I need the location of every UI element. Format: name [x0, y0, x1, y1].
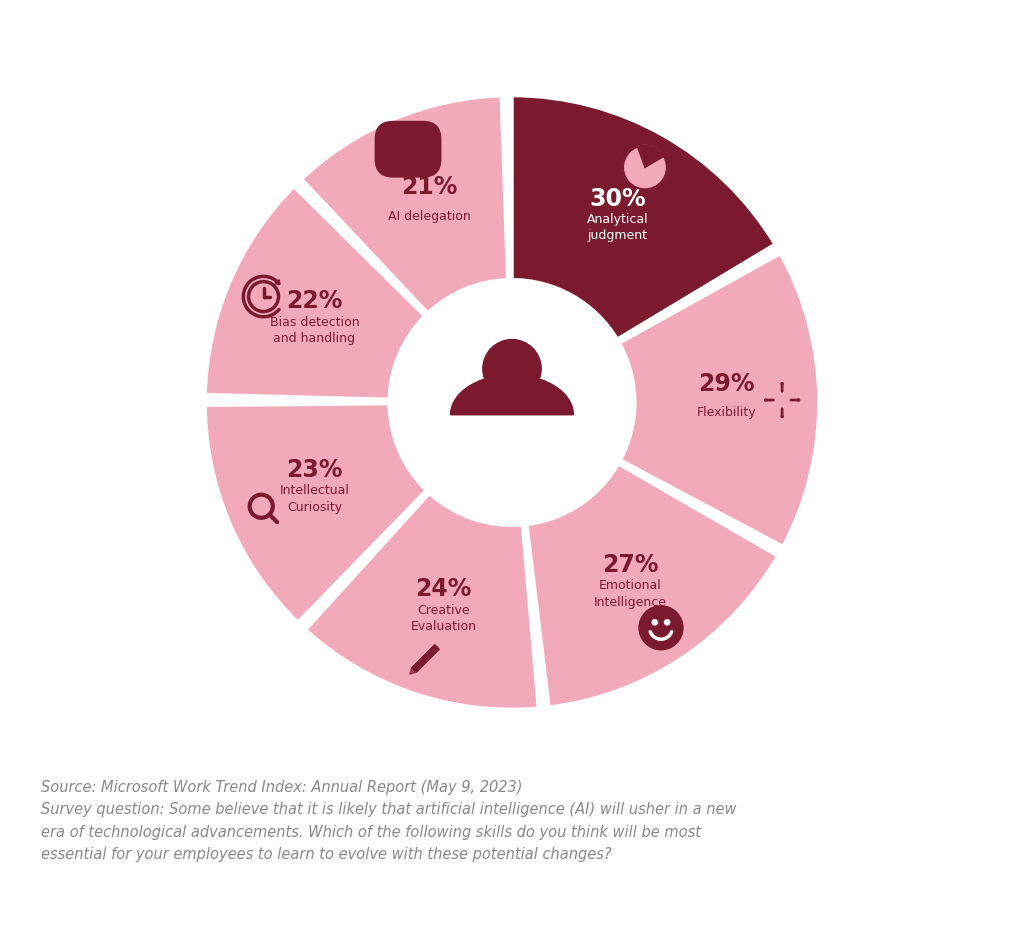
Text: 22%: 22%: [286, 290, 343, 313]
Polygon shape: [410, 667, 417, 674]
Circle shape: [389, 280, 635, 525]
FancyBboxPatch shape: [375, 121, 441, 178]
Wedge shape: [526, 463, 778, 707]
Text: Bias detection
and handling: Bias detection and handling: [269, 316, 359, 345]
Text: Source: Microsoft Work Trend Index: Annual Report (May 9, 2023)
Survey question:: Source: Microsoft Work Trend Index: Annu…: [41, 780, 736, 862]
Wedge shape: [305, 494, 539, 710]
Circle shape: [639, 606, 683, 650]
Text: Emotional
Intelligence: Emotional Intelligence: [594, 579, 667, 609]
Text: Analytical
judgment: Analytical judgment: [587, 213, 648, 243]
Wedge shape: [205, 403, 426, 622]
Text: 21%: 21%: [401, 175, 458, 199]
Circle shape: [623, 146, 667, 189]
Wedge shape: [301, 96, 508, 313]
Polygon shape: [412, 645, 439, 672]
Wedge shape: [205, 186, 425, 400]
Text: Creative
Evaluation: Creative Evaluation: [411, 603, 476, 633]
Circle shape: [665, 619, 670, 625]
Text: AI delegation: AI delegation: [388, 210, 471, 223]
Text: 24%: 24%: [415, 577, 471, 602]
Text: 30%: 30%: [590, 186, 646, 211]
Polygon shape: [451, 375, 573, 415]
Circle shape: [652, 619, 657, 625]
Circle shape: [483, 339, 541, 398]
Wedge shape: [638, 146, 664, 167]
Text: 29%: 29%: [698, 371, 755, 396]
Text: Flexibility: Flexibility: [697, 406, 757, 419]
Wedge shape: [512, 96, 775, 339]
Text: 27%: 27%: [602, 553, 658, 577]
Wedge shape: [620, 254, 819, 546]
Text: Intellectual
Curiosity: Intellectual Curiosity: [280, 484, 349, 514]
Text: 23%: 23%: [286, 458, 343, 482]
Polygon shape: [394, 159, 403, 170]
